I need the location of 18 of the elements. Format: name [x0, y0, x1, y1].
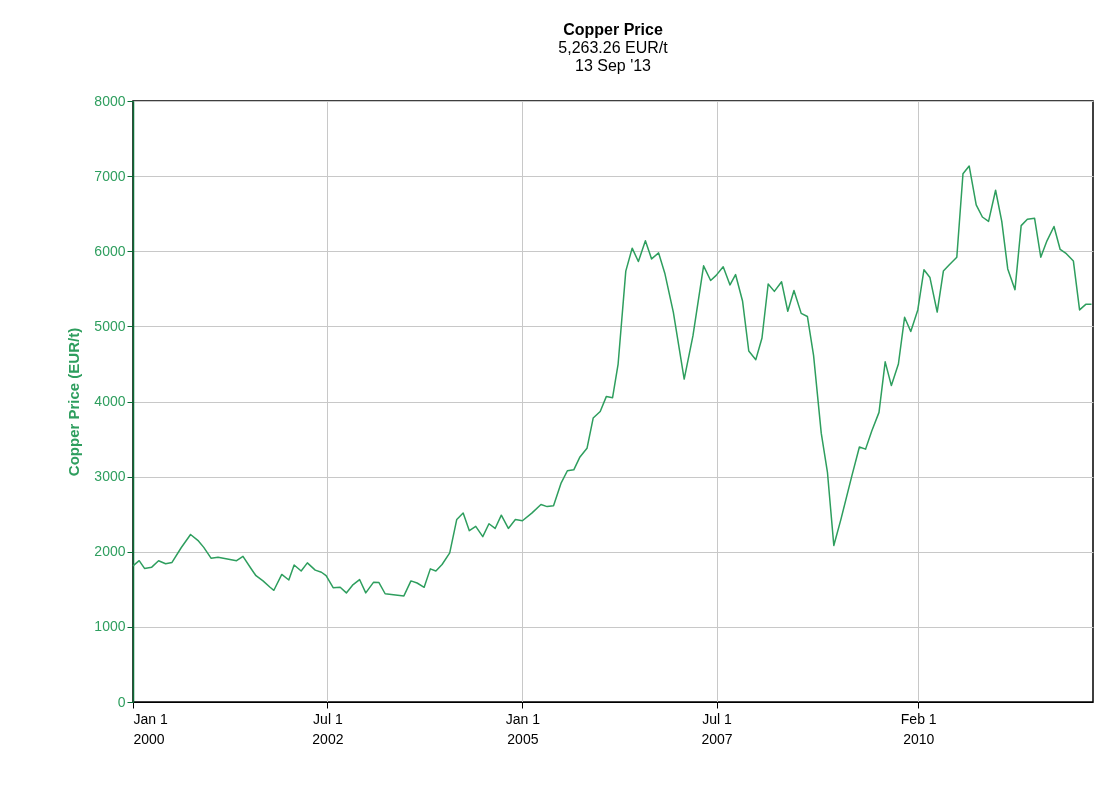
chart-subtitle: 5,263.26 EUR/t 13 Sep '13	[558, 39, 669, 74]
y-tick-label: 4000	[94, 393, 126, 409]
x-tick-label: Feb 1 2010	[900, 710, 937, 747]
x-tick-label: Jul 1 2007	[701, 710, 733, 747]
y-tick-label: 6000	[94, 242, 126, 259]
chart-title: Copper Price	[563, 21, 663, 38]
x-tick-label: Jul 1 2002	[312, 710, 344, 747]
y-tick-label: 1000	[94, 618, 126, 635]
y-tick-label: 5000	[94, 317, 126, 334]
y-tick-label: 2000	[94, 543, 126, 560]
y-tick-label: 0	[117, 693, 126, 710]
x-tick-label: Jan 1 2005	[505, 710, 541, 747]
y-tick-label: 7000	[94, 167, 126, 184]
y-axis-title: Copper Price (EUR/t)	[65, 327, 83, 477]
line-series	[132, 165, 1093, 597]
y-tick-label: 8000	[94, 92, 126, 109]
x-tick-label: Jan 1 2000	[133, 710, 168, 747]
y-tick-label: 3000	[94, 468, 126, 485]
